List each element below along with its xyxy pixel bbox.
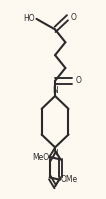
Text: OMe: OMe [61,175,78,184]
Text: N: N [52,149,58,158]
Text: O: O [71,13,76,22]
Text: MeO: MeO [32,153,49,162]
Text: N: N [52,86,58,95]
Text: HO: HO [23,14,34,23]
Text: O: O [76,76,82,85]
